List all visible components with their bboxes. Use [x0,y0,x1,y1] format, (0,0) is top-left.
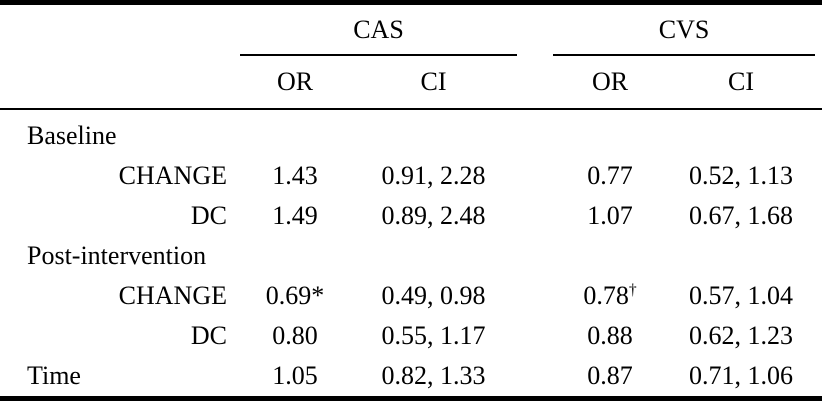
cell-cvs-ci: 0.52, 1.13 [689,161,794,190]
column-gap [517,316,553,356]
col-group-cas-label: CAS [353,14,404,44]
cell-cvs-ci: 0.67, 1.68 [689,201,794,230]
cell-cas-ci: 0.91, 2.28 [381,161,486,190]
column-gap [517,56,554,110]
cell-cvs-ci: 0.71, 1.06 [689,361,794,390]
column-group-row: CAS CVS [0,5,822,56]
cell-cas-or [240,110,350,156]
table-row-post-intervention: Post-intervention [0,236,822,276]
cell-cas-or: 1.49 [272,201,318,230]
cell-cas-or: 0.80 [272,321,318,350]
cell-cvs-or: 0.77 [587,161,633,190]
cell-cas-or: 1.05 [272,361,318,390]
cell-cvs-or: 1.07 [587,201,633,230]
row-label: Baseline [27,121,117,150]
cell-cvs-ci [667,110,815,156]
row-label: CHANGE [118,281,227,310]
col-group-cvs-label: CVS [658,14,710,44]
table-row-post-dc: DC 0.80 0.55, 1.17 0.88 0.62, 1.23 [0,316,822,356]
table-row-post-change: CHANGE 0.69* 0.49, 0.98 0.78† 0.57, 1.04 [0,276,822,316]
column-gap [517,196,553,236]
row-label: DC [190,201,227,230]
table-row-baseline-dc: DC 1.49 0.89, 2.48 1.07 0.67, 1.68 [0,196,822,236]
cell-cas-or [240,236,350,276]
right-pad [815,56,822,110]
table-row-baseline: Baseline [0,110,822,156]
column-gap [517,156,553,196]
stub-cell [0,5,240,56]
cell-cas-ci: 0.89, 2.48 [381,201,486,230]
col-group-cvs: CVS [553,5,816,56]
row-label: CHANGE [118,161,227,190]
cell-cas-or: 1.43 [272,161,318,190]
row-label: Post-intervention [27,241,207,270]
right-pad [815,156,822,196]
cell-cas-ci [350,110,517,156]
cell-cvs-or: 0.87 [587,361,633,390]
cell-cvs-ci [667,236,815,276]
right-pad [815,356,822,396]
cell-cas-ci: 0.55, 1.17 [381,321,486,350]
row-label: Time [27,361,81,390]
cell-cas-or: 0.69* [265,281,325,310]
stub-cell [0,56,240,110]
row-label: DC [190,321,227,350]
sub-header-cas-or: OR [240,56,350,110]
sub-header-row: OR CI OR CI [0,56,822,110]
right-pad [815,5,822,56]
cell-cvs-ci: 0.57, 1.04 [689,281,794,310]
col-group-cas: CAS [240,5,518,56]
right-pad [815,236,822,276]
column-gap [517,5,553,56]
right-pad [815,110,822,156]
sub-header-cas-ci: CI [350,56,518,110]
column-gap [517,236,553,276]
cell-cas-ci: 0.82, 1.33 [381,361,486,390]
dagger-marker: † [628,281,637,299]
cell-cvs-or: 0.88 [587,321,633,350]
sub-header-cvs-ci: CI [667,56,816,110]
cell-cvs-ci: 0.62, 1.23 [689,321,794,350]
column-gap [517,110,553,156]
sub-header-cvs-or: OR [553,56,668,110]
cell-cas-ci: 0.49, 0.98 [381,281,486,310]
column-gap [517,276,553,316]
cell-cvs-or [553,236,667,276]
right-pad [815,276,822,316]
table-row-time: Time 1.05 0.82, 1.33 0.87 0.71, 1.06 [0,356,822,396]
cell-cas-ci [350,236,517,276]
table-row-baseline-change: CHANGE 1.43 0.91, 2.28 0.77 0.52, 1.13 [0,156,822,196]
cell-cvs-or: 0.78† [583,281,637,310]
cell-cvs-or [553,110,667,156]
column-gap [517,356,553,396]
right-pad [815,196,822,236]
right-pad [815,316,822,356]
results-table: CAS CVS OR CI OR CI Baseline [0,5,822,396]
